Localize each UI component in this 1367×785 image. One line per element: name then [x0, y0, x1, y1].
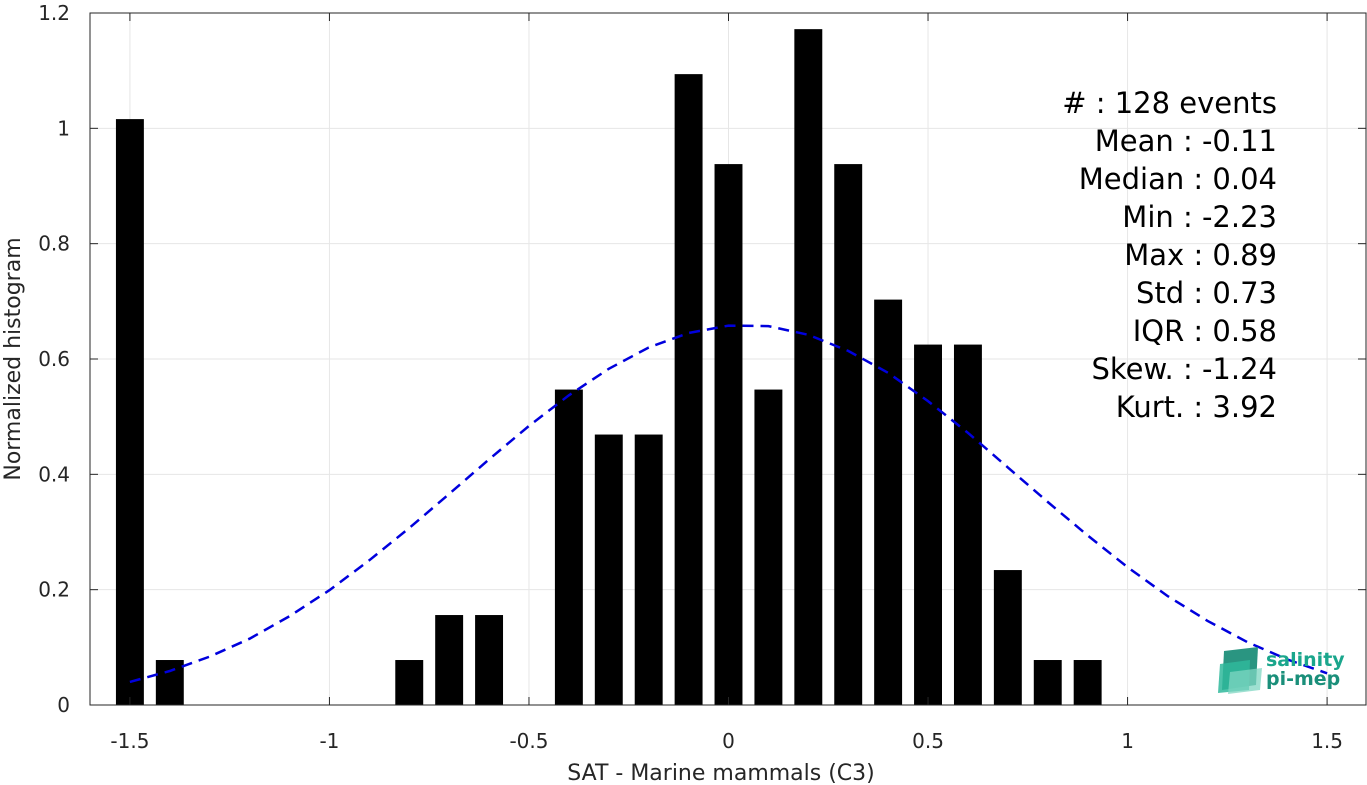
histogram-bar [993, 570, 1022, 705]
histogram-bar [594, 434, 623, 705]
salinity-pi-mep-logo: salinity pi-mep [1218, 647, 1345, 694]
logo-line-2: pi-mep [1266, 668, 1340, 690]
histogram-bar [953, 344, 982, 705]
normal-fit-curve [129, 324, 1328, 684]
y-tick-label: 0.4 [38, 462, 70, 486]
logo-mark-icon [1218, 647, 1262, 694]
histogram-bar [155, 660, 184, 705]
histogram-bar [395, 660, 424, 705]
histogram-bar [634, 434, 663, 705]
histogram-bar [914, 344, 942, 705]
axis-ticks [90, 12, 1366, 706]
y-tick-label: 0.2 [38, 578, 70, 602]
histogram-bar [1033, 660, 1062, 705]
x-tick-label: 1 [1121, 729, 1134, 753]
histogram-bar [754, 389, 783, 705]
histogram-bar [475, 615, 504, 705]
x-tick-label: 1.5 [1311, 729, 1343, 753]
histogram-bar [714, 164, 743, 705]
histogram-bar [1073, 660, 1102, 705]
x-tick-label: -1.5 [110, 729, 149, 753]
histogram-bar [554, 389, 583, 705]
x-tick-label: 0 [722, 729, 735, 753]
y-tick-label: 0.8 [38, 232, 70, 256]
histogram-bar [834, 164, 863, 705]
stat-line: Min : -2.23 [1122, 200, 1277, 234]
stat-line: IQR : 0.58 [1133, 314, 1277, 348]
x-tick-label: -0.5 [509, 729, 548, 753]
histogram-bar [115, 119, 144, 705]
histogram-bar [874, 299, 903, 705]
y-tick-label: 0.6 [38, 347, 70, 371]
histogram-bar [674, 74, 703, 706]
bars [115, 29, 1102, 706]
stat-line: Mean : -0.11 [1095, 124, 1277, 158]
stat-line: Std : 0.73 [1136, 276, 1277, 310]
x-tick-label: 0.5 [912, 729, 944, 753]
stat-line: # : 128 events [1062, 86, 1277, 120]
histogram-bar [435, 615, 464, 705]
stat-line: Skew. : -1.24 [1091, 352, 1277, 386]
y-tick-label: 1 [57, 116, 70, 140]
logo-line-1: salinity [1266, 649, 1345, 671]
histogram-bar [794, 29, 823, 705]
y-tick-labels: 0 0.2 0.4 0.6 0.8 1 1.2 [38, 1, 70, 717]
x-tick-labels: -1.5 -1 -0.5 0 0.5 1 1.5 [110, 729, 1343, 753]
y-tick-label: 1.2 [38, 1, 70, 25]
x-tick-label: -1 [319, 729, 339, 753]
stat-line: Median : 0.04 [1079, 162, 1277, 196]
stats-box: # : 128 events Mean : -0.11 Median : 0.04 M… [1062, 86, 1277, 424]
y-axis-label: Normalized histogram [1, 237, 26, 480]
y-tick-label: 0 [57, 693, 70, 717]
x-axis-label: SAT - Marine mammals (C3) [567, 761, 875, 785]
stat-line: Max : 0.89 [1124, 238, 1277, 272]
stat-line: Kurt. : 3.92 [1116, 390, 1277, 424]
